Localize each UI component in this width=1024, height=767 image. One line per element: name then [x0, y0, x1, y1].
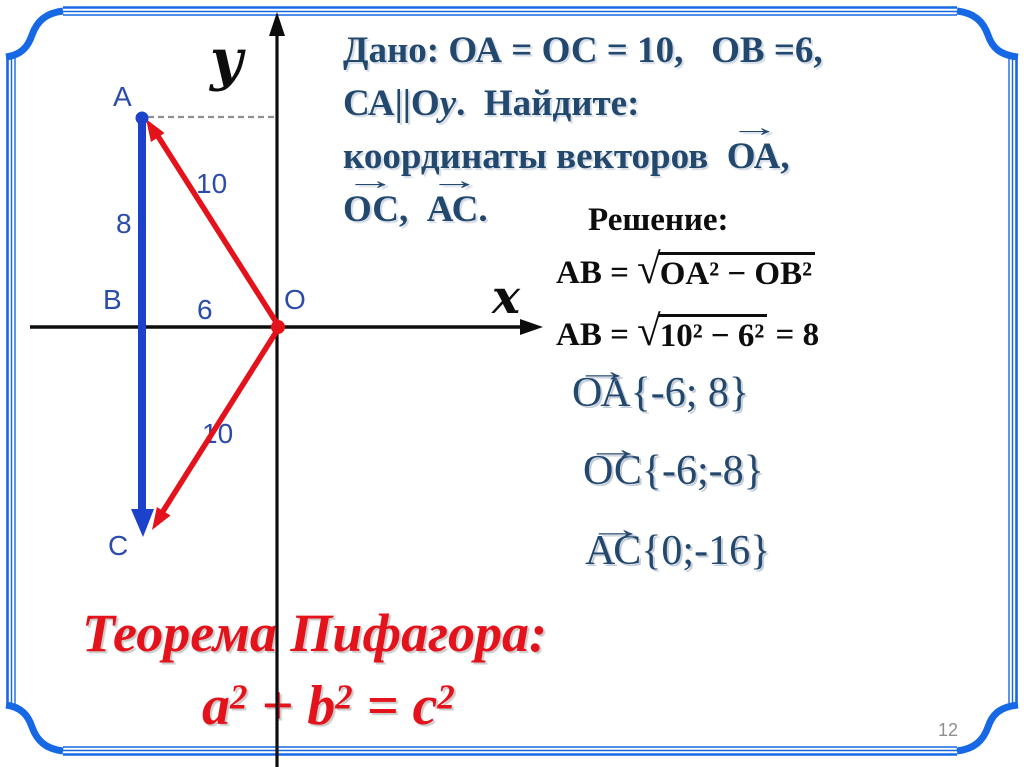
problem-line-2: СА||Оу. Найдите: — [343, 77, 1023, 130]
problem-line-1: Дано: ОА = ОС = 10, ОВ =6, — [343, 24, 1023, 77]
result-vector-oc: → ОС{-6;-8} — [583, 434, 764, 494]
problem-statement: Дано: ОА = ОС = 10, ОВ =6, СА||Оу. Найди… — [343, 24, 1023, 236]
vector-oc-arrowhead — [152, 507, 171, 530]
length-oc-label: 10 — [202, 418, 234, 449]
formula2-radicand: 10² − 6² — [657, 314, 768, 356]
point-c-label: C — [108, 530, 129, 561]
formula-ab-general: AB = √ OA² − OB² — [556, 246, 815, 294]
page-number: 12 — [938, 720, 959, 740]
vector-arrow-icon: → — [728, 112, 780, 143]
problem-line-3: координаты векторов → ОА, — [343, 114, 1023, 183]
formula2-lhs: AB = — [556, 317, 638, 353]
vector-arrow-icon: → — [574, 354, 632, 389]
result-oc-name: ОС — [583, 448, 642, 494]
vector-arrow-icon: → — [428, 165, 480, 196]
vector-oc-notation: → ОС — [583, 434, 642, 494]
problem-line-2-pre: СА||О — [343, 83, 440, 124]
formula2-rhs: = 8 — [767, 317, 820, 353]
vector-ac-notation: → АС — [585, 514, 644, 574]
radical-icon: √ — [637, 246, 661, 293]
x-axis-label: x — [492, 270, 521, 325]
theorem-b: + b — [247, 675, 336, 737]
result-oc-coords: {-6;-8} — [641, 448, 764, 494]
theorem-title: Теорема Пифагора: — [82, 603, 548, 663]
vector-oa-text: ОА — [726, 136, 781, 177]
result-vector-oa: → ОА{-6; 8} — [572, 356, 750, 416]
problem-line-4: → ОС, → АС. — [343, 167, 1023, 236]
result-ac-name: АС — [585, 528, 642, 574]
theorem-a: a — [202, 675, 230, 737]
problem-line-2-post: . Найдите: — [456, 83, 640, 124]
length-oa-label: 10 — [196, 168, 228, 199]
formula1-lhs: AB = — [556, 255, 638, 291]
corner-curve-top-left — [5, 7, 64, 61]
vector-arrow-icon: → — [345, 165, 396, 196]
origin-point — [271, 320, 285, 334]
problem-line-4-sep: , — [398, 189, 427, 230]
vector-oc-notation: → ОС — [343, 167, 399, 236]
vector-ac-arrowhead — [131, 509, 154, 537]
result-oa-name: ОА — [572, 370, 631, 416]
radical-expression: √ OA² − OB² — [637, 246, 815, 294]
origin-label: O — [284, 284, 306, 315]
vector-ac-notation: → АС — [426, 167, 480, 236]
problem-line-4-end: . — [478, 189, 488, 230]
solution-heading: Решение: — [588, 202, 729, 238]
theorem-b-sup: 2 — [335, 677, 353, 717]
problem-line-3-suffix: , — [780, 136, 790, 177]
theorem-formula: a2 + b2 = c2 — [202, 678, 455, 734]
theorem-a-sup: 2 — [230, 677, 248, 717]
radical-expression: √ 10² − 6² — [637, 308, 768, 356]
vector-oa-arrowhead — [146, 119, 165, 142]
result-vector-ac: → АС{0;-16} — [585, 514, 771, 574]
y-axis-label: y — [210, 27, 243, 93]
corner-curve-bottom-right — [956, 701, 1019, 755]
result-oa-coords: {-6; 8} — [630, 370, 750, 416]
problem-line-1-text: Дано: ОА = ОС = 10, ОВ =6, — [343, 30, 823, 71]
point-a-label: A — [113, 81, 132, 112]
x-axis-arrowhead — [520, 319, 543, 335]
formula-ab-numeric: AB = √ 10² − 6² = 8 — [556, 308, 820, 356]
vector-arrow-icon: → — [585, 432, 643, 467]
vector-ac-text: АС — [426, 189, 479, 230]
result-ac-coords: {0;-16} — [641, 528, 771, 574]
problem-line-3-prefix: координаты векторов — [343, 136, 727, 177]
vector-arrow-icon: → — [587, 512, 645, 547]
vector-oa-notation: → ОА — [726, 114, 781, 183]
length-ab-label: 8 — [116, 208, 132, 239]
problem-line-2-italic: у — [439, 83, 457, 124]
length-ob-label: 6 — [197, 294, 213, 325]
vector-oa-notation: → ОА — [572, 356, 631, 416]
theorem-c: = c — [352, 675, 438, 737]
y-axis-arrowhead — [269, 12, 285, 36]
vector-oa-line — [151, 128, 281, 327]
radical-icon: √ — [637, 308, 661, 355]
point-a-dot — [135, 111, 149, 125]
point-b-label: B — [103, 284, 122, 315]
corner-curve-bottom-left — [5, 701, 64, 755]
formula1-radicand: OA² − OB² — [657, 252, 815, 294]
theorem-c-sup: 2 — [437, 677, 455, 717]
vector-oc-text: ОС — [343, 189, 399, 230]
